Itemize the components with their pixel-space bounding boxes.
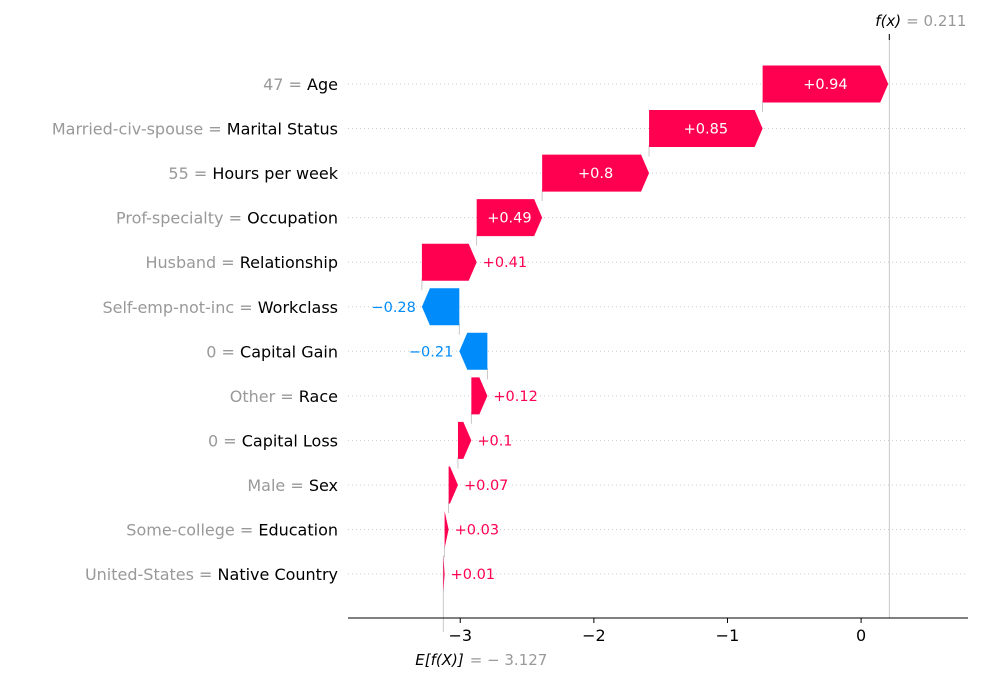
bar-value-label: +0.03 [455, 523, 499, 539]
waterfall-bar [448, 466, 458, 504]
waterfall-bar [459, 332, 488, 370]
bar-value-label: +0.12 [493, 389, 537, 405]
waterfall-bar [443, 555, 445, 593]
feature-value: Married-civ-spouse = [52, 120, 227, 139]
bar-value-label: +0.49 [487, 211, 531, 227]
feature-label: Married-civ-spouse = Marital Status [52, 120, 338, 139]
row-gridlines [348, 83, 968, 575]
feature-name: Race [299, 387, 338, 406]
bar-value-label: +0.07 [464, 478, 508, 494]
feature-name: Capital Gain [240, 342, 338, 361]
feature-value: Some-college = [126, 521, 258, 540]
waterfall-bar [457, 421, 472, 459]
feature-label: 0 = Capital Loss [208, 431, 338, 450]
feature-name: Occupation [247, 209, 338, 228]
expected-value-symbol: E[f(X)] [415, 651, 464, 669]
feature-label: Male = Sex [247, 476, 338, 495]
waterfall-bar [421, 243, 477, 281]
waterfall-bar [649, 110, 763, 148]
x-tick-label: 0 [856, 626, 866, 645]
waterfall-bar [444, 511, 449, 548]
waterfall-bar [476, 199, 543, 237]
feature-label: United-States = Native Country [85, 565, 338, 584]
output-value-label: f(x) = 0.211 [875, 12, 966, 30]
expected-value-number: = − 3.127 [470, 651, 548, 669]
bars: +0.94 +0.85 +0.8 +0.49 +0.41 −0.28 −0.21 +0.12 +… [371, 65, 889, 593]
feature-name: Relationship [240, 253, 338, 272]
bar-value-label: +0.41 [483, 255, 527, 271]
feature-value: United-States = [85, 565, 218, 584]
bar-value-label: −0.21 [409, 344, 453, 360]
feature-name: Education [258, 521, 338, 540]
feature-name: Marital Status [227, 120, 338, 139]
x-tick-label: −1 [716, 626, 740, 645]
expected-value-label: E[f(X)] = − 3.127 [415, 651, 547, 669]
feature-value: 0 = [206, 342, 240, 361]
feature-value: Self-emp-not-inc = [102, 298, 257, 317]
bar-value-label: −0.28 [371, 300, 415, 316]
waterfall-bar [762, 65, 889, 103]
feature-label: Husband = Relationship [145, 253, 338, 272]
feature-name: Age [307, 75, 338, 94]
output-value-number: = 0.211 [906, 12, 966, 30]
waterfall-bar [542, 154, 650, 192]
bar-value-label: +0.94 [803, 77, 847, 93]
feature-label: 0 = Capital Gain [206, 342, 338, 361]
feature-label: 55 = Hours per week [168, 164, 338, 183]
feature-name: Hours per week [212, 164, 338, 183]
feature-value: Husband = [145, 253, 239, 272]
x-tick-label: −3 [448, 626, 472, 645]
x-axis: −3 −2 −1 0 E[f(X)] = − 3.127 [348, 617, 968, 669]
waterfall-bar [471, 377, 488, 415]
feature-label: Prof-specialty = Occupation [116, 209, 338, 228]
feature-label: 47 = Age [263, 75, 338, 94]
feature-value: 47 = [263, 75, 307, 94]
feature-labels: 47 = Age Married-civ-spouse = Marital Sta… [52, 75, 339, 584]
feature-label: Other = Race [230, 387, 338, 406]
feature-value: Prof-specialty = [116, 209, 247, 228]
feature-name: Sex [309, 476, 338, 495]
feature-value: 0 = [208, 431, 242, 450]
bar-value-label: +0.01 [451, 567, 495, 583]
feature-name: Native Country [218, 565, 338, 584]
bar-value-label: +0.8 [578, 166, 613, 182]
output-value-symbol: f(x) [875, 12, 901, 30]
feature-value: Other = [230, 387, 299, 406]
bar-value-label: +0.1 [477, 433, 512, 449]
waterfall-bar [421, 288, 460, 326]
feature-name: Capital Loss [242, 431, 338, 450]
feature-label: Some-college = Education [126, 521, 338, 540]
fx-annotation: f(x) = 0.211 [875, 12, 966, 40]
feature-name: Workclass [258, 298, 338, 317]
feature-value: Male = [247, 476, 308, 495]
x-tick-label: −2 [582, 626, 606, 645]
feature-label: Self-emp-not-inc = Workclass [102, 298, 338, 317]
bar-value-label: +0.85 [684, 122, 728, 138]
feature-value: 55 = [168, 164, 212, 183]
